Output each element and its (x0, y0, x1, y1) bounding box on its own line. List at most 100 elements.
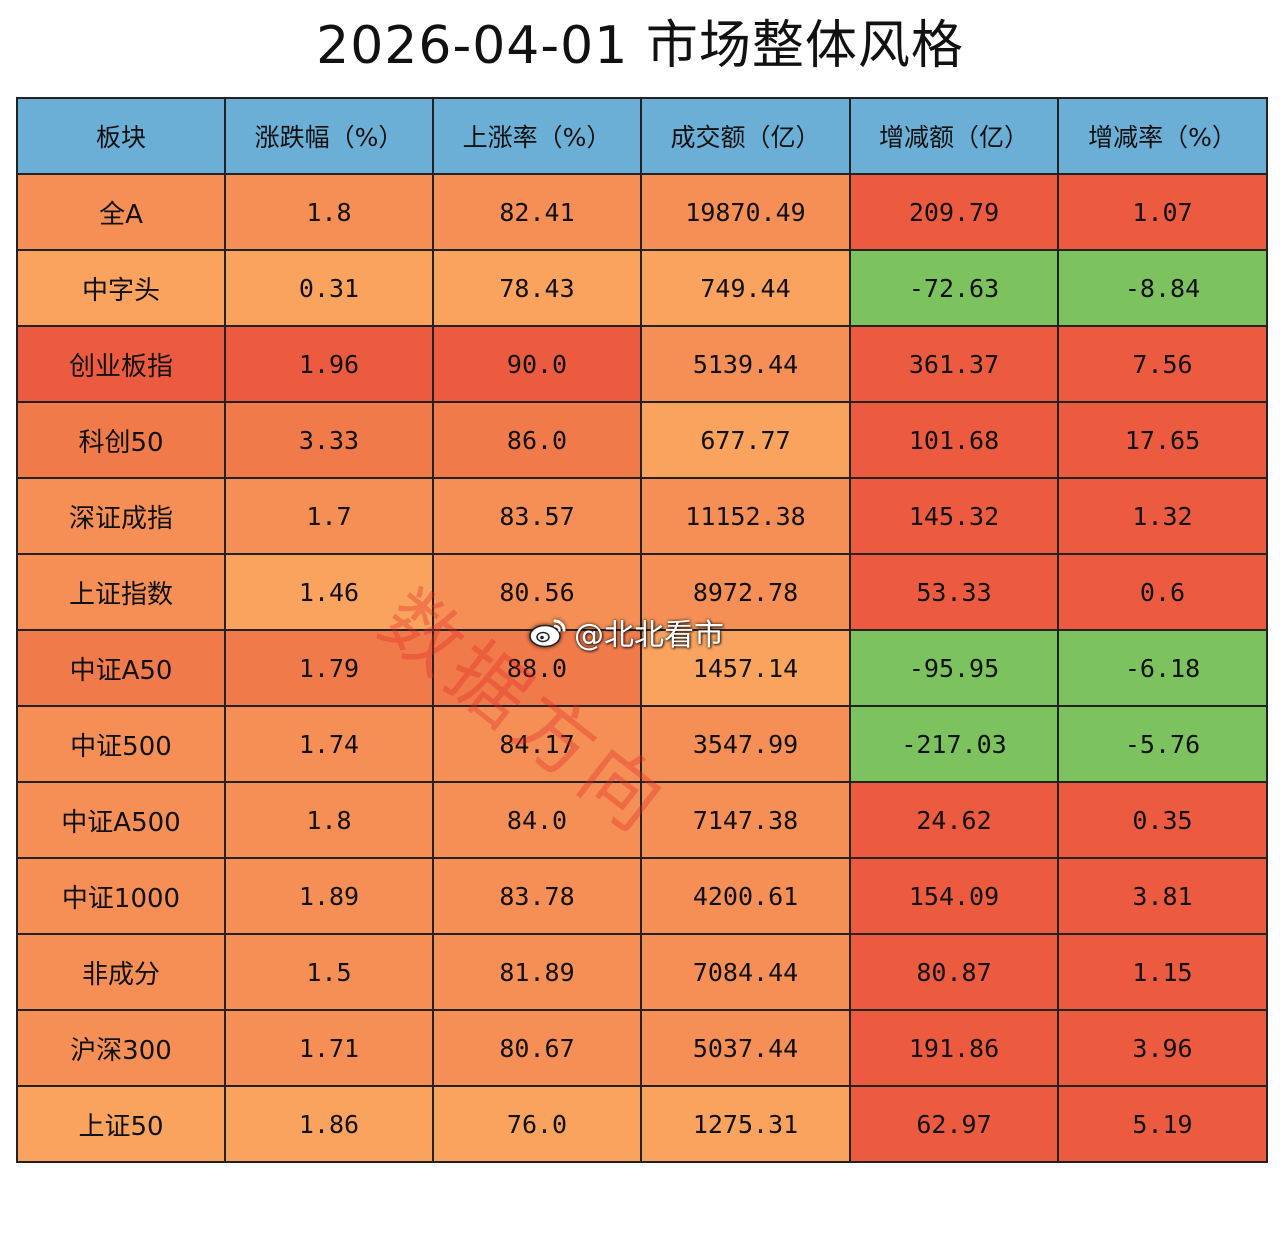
sector-cell: 非成分 (16, 933, 226, 1011)
up-ratio-cell: 81.89 (432, 933, 642, 1011)
delta-pct-cell: 1.15 (1057, 933, 1268, 1011)
turnover-cell: 1457.14 (640, 629, 851, 707)
sector-cell: 全A (16, 173, 226, 251)
up-ratio-cell: 82.41 (432, 173, 642, 251)
delta-pct-cell: 3.81 (1057, 857, 1268, 935)
change-pct-cell: 1.8 (224, 781, 434, 859)
up-ratio-cell: 90.0 (432, 325, 642, 403)
col-header-sector: 板块 (16, 97, 226, 175)
delta-amount-cell: -217.03 (849, 705, 1059, 783)
up-ratio-cell: 88.0 (432, 629, 642, 707)
up-ratio-cell: 83.57 (432, 477, 642, 555)
sector-cell: 沪深300 (16, 1009, 226, 1087)
turnover-cell: 749.44 (640, 249, 851, 327)
change-pct-cell: 1.74 (224, 705, 434, 783)
delta-pct-cell: 5.19 (1057, 1085, 1268, 1163)
table-row: 科创50 3.33 86.0 677.77 101.68 17.65 (16, 401, 1268, 479)
turnover-cell: 8972.78 (640, 553, 851, 631)
delta-pct-cell: 3.96 (1057, 1009, 1268, 1087)
table-row: 中证500 1.74 84.17 3547.99 -217.03 -5.76 (16, 705, 1268, 783)
table-row: 中证A50 1.79 88.0 1457.14 -95.95 -6.18 (16, 629, 1268, 707)
up-ratio-cell: 78.43 (432, 249, 642, 327)
delta-amount-cell: 80.87 (849, 933, 1059, 1011)
change-pct-cell: 1.89 (224, 857, 434, 935)
col-header-delta-pct: 增减率（%） (1057, 97, 1268, 175)
change-pct-cell: 1.86 (224, 1085, 434, 1163)
sector-cell: 中证A500 (16, 781, 226, 859)
table-row: 中证1000 1.89 83.78 4200.61 154.09 3.81 (16, 857, 1268, 935)
change-pct-cell: 1.7 (224, 477, 434, 555)
delta-amount-cell: -72.63 (849, 249, 1059, 327)
delta-amount-cell: 53.33 (849, 553, 1059, 631)
turnover-cell: 11152.38 (640, 477, 851, 555)
up-ratio-cell: 83.78 (432, 857, 642, 935)
delta-amount-cell: 154.09 (849, 857, 1059, 935)
change-pct-cell: 1.5 (224, 933, 434, 1011)
col-header-turnover: 成交额（亿） (640, 97, 851, 175)
delta-amount-cell: -95.95 (849, 629, 1059, 707)
sector-cell: 上证指数 (16, 553, 226, 631)
delta-pct-cell: 0.35 (1057, 781, 1268, 859)
delta-amount-cell: 24.62 (849, 781, 1059, 859)
delta-amount-cell: 209.79 (849, 173, 1059, 251)
change-pct-cell: 0.31 (224, 249, 434, 327)
delta-amount-cell: 62.97 (849, 1085, 1059, 1163)
delta-pct-cell: -5.76 (1057, 705, 1268, 783)
delta-amount-cell: 145.32 (849, 477, 1059, 555)
up-ratio-cell: 84.17 (432, 705, 642, 783)
turnover-cell: 677.77 (640, 401, 851, 479)
sector-cell: 中字头 (16, 249, 226, 327)
table-row: 中字头 0.31 78.43 749.44 -72.63 -8.84 (16, 249, 1268, 327)
turnover-cell: 7147.38 (640, 781, 851, 859)
change-pct-cell: 1.79 (224, 629, 434, 707)
market-style-table: 板块 涨跌幅（%） 上涨率（%） 成交额（亿） 增减额（亿） 增减率（%） 全A… (16, 97, 1268, 1163)
change-pct-cell: 1.46 (224, 553, 434, 631)
col-header-change-pct: 涨跌幅（%） (224, 97, 434, 175)
sector-cell: 中证A50 (16, 629, 226, 707)
up-ratio-cell: 84.0 (432, 781, 642, 859)
up-ratio-cell: 80.67 (432, 1009, 642, 1087)
change-pct-cell: 1.71 (224, 1009, 434, 1087)
sector-cell: 上证50 (16, 1085, 226, 1163)
header-row: 板块 涨跌幅（%） 上涨率（%） 成交额（亿） 增减额（亿） 增减率（%） (16, 97, 1268, 175)
change-pct-cell: 1.8 (224, 173, 434, 251)
turnover-cell: 5139.44 (640, 325, 851, 403)
turnover-cell: 5037.44 (640, 1009, 851, 1087)
table-row: 非成分 1.5 81.89 7084.44 80.87 1.15 (16, 933, 1268, 1011)
delta-pct-cell: 1.32 (1057, 477, 1268, 555)
turnover-cell: 7084.44 (640, 933, 851, 1011)
turnover-cell: 3547.99 (640, 705, 851, 783)
change-pct-cell: 1.96 (224, 325, 434, 403)
change-pct-cell: 3.33 (224, 401, 434, 479)
table-row: 上证指数 1.46 80.56 8972.78 53.33 0.6 (16, 553, 1268, 631)
delta-pct-cell: 1.07 (1057, 173, 1268, 251)
delta-pct-cell: 7.56 (1057, 325, 1268, 403)
table-row: 上证50 1.86 76.0 1275.31 62.97 5.19 (16, 1085, 1268, 1163)
page-title: 2026-04-01 市场整体风格 (316, 16, 964, 76)
delta-pct-cell: 0.6 (1057, 553, 1268, 631)
table-row: 全A 1.8 82.41 19870.49 209.79 1.07 (16, 173, 1268, 251)
table-row: 中证A500 1.8 84.0 7147.38 24.62 0.35 (16, 781, 1268, 859)
table-row: 深证成指 1.7 83.57 11152.38 145.32 1.32 (16, 477, 1268, 555)
sector-cell: 创业板指 (16, 325, 226, 403)
up-ratio-cell: 76.0 (432, 1085, 642, 1163)
turnover-cell: 4200.61 (640, 857, 851, 935)
up-ratio-cell: 86.0 (432, 401, 642, 479)
turnover-cell: 1275.31 (640, 1085, 851, 1163)
sector-cell: 科创50 (16, 401, 226, 479)
delta-pct-cell: -8.84 (1057, 249, 1268, 327)
sector-cell: 深证成指 (16, 477, 226, 555)
table-body: 全A 1.8 82.41 19870.49 209.79 1.07 中字头 0.31 78.43… (16, 173, 1268, 1163)
turnover-cell: 19870.49 (640, 173, 851, 251)
delta-pct-cell: 17.65 (1057, 401, 1268, 479)
up-ratio-cell: 80.56 (432, 553, 642, 631)
delta-amount-cell: 361.37 (849, 325, 1059, 403)
col-header-up-ratio: 上涨率（%） (432, 97, 642, 175)
table-row: 创业板指 1.96 90.0 5139.44 361.37 7.56 (16, 325, 1268, 403)
sector-cell: 中证500 (16, 705, 226, 783)
delta-pct-cell: -6.18 (1057, 629, 1268, 707)
delta-amount-cell: 191.86 (849, 1009, 1059, 1087)
sector-cell: 中证1000 (16, 857, 226, 935)
col-header-delta-amount: 增减额（亿） (849, 97, 1059, 175)
delta-amount-cell: 101.68 (849, 401, 1059, 479)
